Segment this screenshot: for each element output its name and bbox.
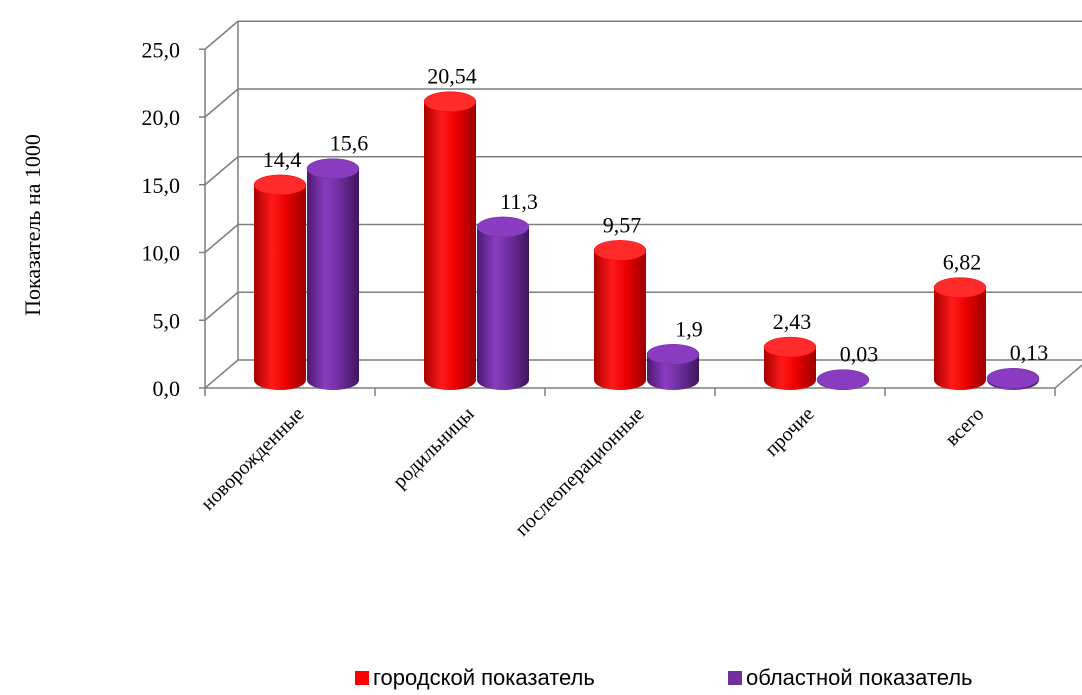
data-label: 0,03 (840, 342, 879, 367)
legend-swatch (355, 671, 369, 685)
y-tick-label: 20,0 (142, 105, 181, 130)
bar-top (987, 368, 1039, 388)
bar (424, 92, 476, 390)
floor-edge (1055, 360, 1082, 388)
bars (254, 92, 1039, 390)
y-tick-label: 0,0 (153, 376, 181, 401)
x-tick-label: новорожденные (197, 403, 309, 515)
legend-label: городской показатель (373, 665, 595, 690)
legend: городской показатель областной показатель (355, 665, 973, 690)
data-label: 15,6 (330, 131, 369, 156)
x-tick-label: родильницы (389, 403, 479, 493)
gridline-side (205, 21, 238, 49)
y-tick-label: 10,0 (142, 241, 181, 266)
bar-body (477, 227, 529, 390)
data-label: 9,57 (603, 212, 642, 237)
data-label: 14,4 (263, 147, 302, 172)
y-axis-title: Показатель на 1000 (20, 134, 45, 316)
bar-body (934, 288, 986, 390)
bar-top (817, 370, 869, 390)
gridline-side (205, 292, 238, 320)
data-label: 6,82 (943, 250, 982, 275)
data-label: 11,3 (500, 189, 538, 214)
data-label: 20,54 (427, 64, 477, 89)
x-tick-label: прочие (761, 403, 819, 461)
bar-top (424, 92, 476, 112)
legend-label: областной показатель (746, 665, 973, 690)
bar-top (594, 240, 646, 260)
bar-body (307, 169, 359, 390)
bar (647, 344, 699, 390)
bar (934, 278, 986, 390)
bar (764, 337, 816, 390)
data-label: 0,13 (1010, 340, 1049, 365)
x-tick-label: всего (941, 403, 988, 450)
bar (987, 368, 1039, 390)
y-tick-label: 5,0 (153, 308, 181, 333)
legend-swatch (728, 671, 742, 685)
x-tick-label: послеоперационные (511, 403, 649, 541)
bar-top (764, 337, 816, 357)
y-tick-label: 15,0 (142, 173, 181, 198)
bar-top (477, 217, 529, 237)
bar (817, 370, 869, 390)
bar-top (254, 175, 306, 195)
bar-top (934, 278, 986, 298)
bar-body (254, 185, 306, 390)
bar (254, 175, 306, 390)
bar-top (647, 344, 699, 364)
gridline-side (205, 89, 238, 117)
gridline-side (205, 225, 238, 253)
bar-body (424, 102, 476, 390)
bar (477, 217, 529, 390)
bar (594, 240, 646, 390)
gridline-side (205, 157, 238, 185)
data-label: 1,9 (675, 316, 703, 341)
bar-body (594, 250, 646, 390)
value-labels: 14,4 20,54 9,57 2,43 6,82 15,6 11,3 1,9 0,03 0,13 (263, 64, 1049, 367)
bar-top (307, 159, 359, 179)
y-tick-label: 25,0 (142, 37, 181, 62)
gridline-side (205, 360, 238, 388)
bar (307, 159, 359, 390)
data-label: 2,43 (773, 309, 812, 334)
